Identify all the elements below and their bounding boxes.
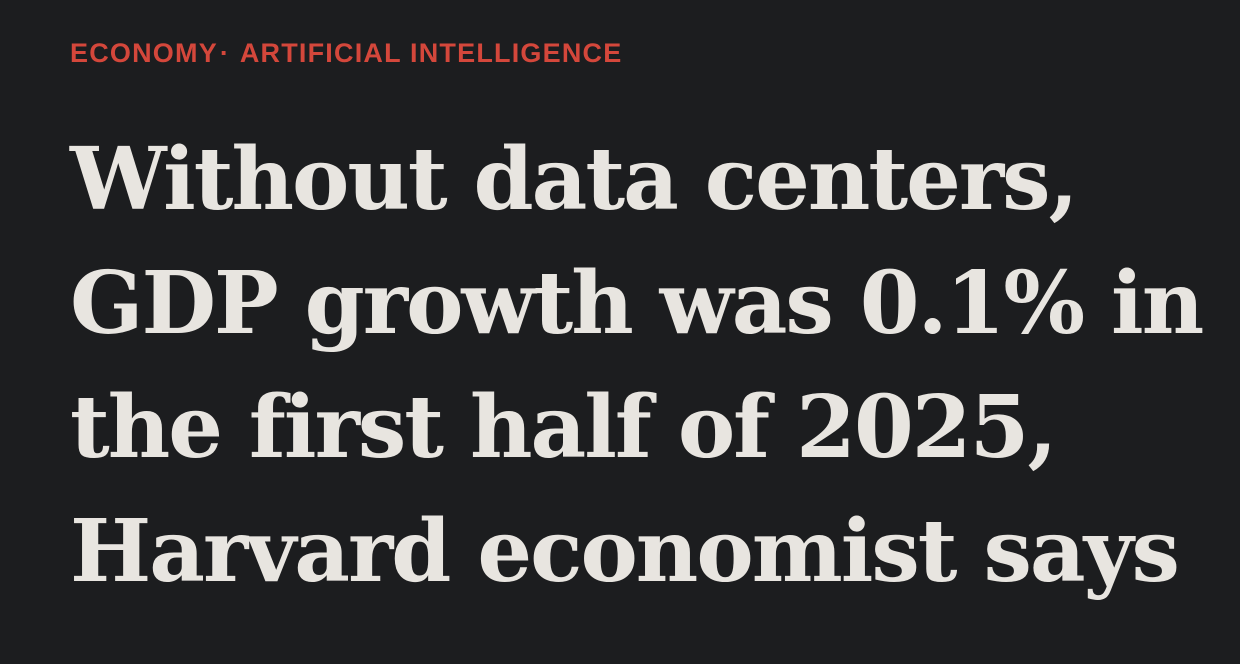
headline-line: GDP growth was 0.1% in [70,253,1204,354]
headline-line: Harvard economist says [70,501,1180,602]
headline-line: the first half of 2025, [70,377,1057,478]
kicker: ECONOMY· ARTIFICIAL INTELLIGENCE [70,36,1180,70]
headline: Without data centers, GDP growth was 0.1… [70,118,1204,614]
section-link-economy[interactable]: ECONOMY [70,38,218,68]
headline-line: Without data centers, [70,129,1079,230]
kicker-separator: · [219,38,231,68]
topic-link-artificial-intelligence[interactable]: ARTIFICIAL INTELLIGENCE [239,38,623,68]
